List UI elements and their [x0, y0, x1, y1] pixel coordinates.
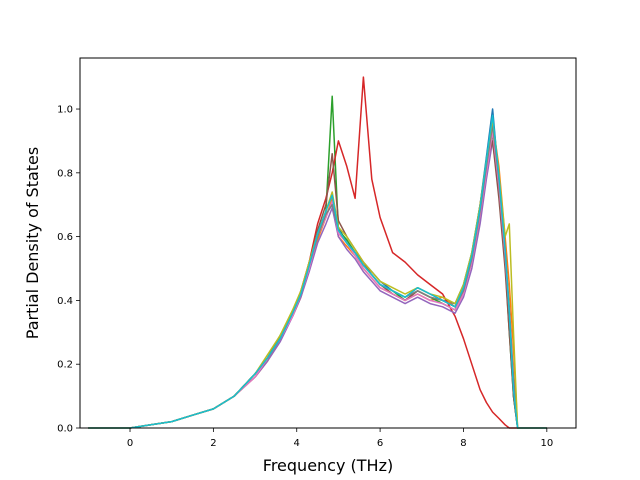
series-layer	[88, 76, 547, 429]
x-tick-label: 6	[377, 438, 383, 449]
y-axis: 0.0 0.2 0.4 0.6 0.8 1.0	[57, 105, 80, 435]
y-axis-label: Partial Density of States	[23, 147, 42, 339]
y-tick-label: 0.0	[57, 424, 73, 435]
x-tick-label: 0	[127, 438, 133, 449]
y-tick-label: 0.8	[57, 168, 73, 179]
y-tick-label: 0.2	[57, 360, 73, 371]
series-line-10	[88, 114, 547, 429]
y-tick-label: 1.0	[57, 105, 73, 116]
x-tick-label: 8	[460, 438, 466, 449]
x-axis-label: Frequency (THz)	[263, 456, 393, 475]
x-axis: 0 2 4 6 8 10	[127, 428, 553, 449]
x-tick-label: 4	[294, 438, 300, 449]
y-tick-label: 0.4	[57, 296, 73, 307]
y-tick-label: 0.6	[57, 232, 73, 243]
plot-frame	[79, 57, 577, 429]
x-tick-label: 10	[540, 438, 553, 449]
x-tick-label: 2	[210, 438, 216, 449]
